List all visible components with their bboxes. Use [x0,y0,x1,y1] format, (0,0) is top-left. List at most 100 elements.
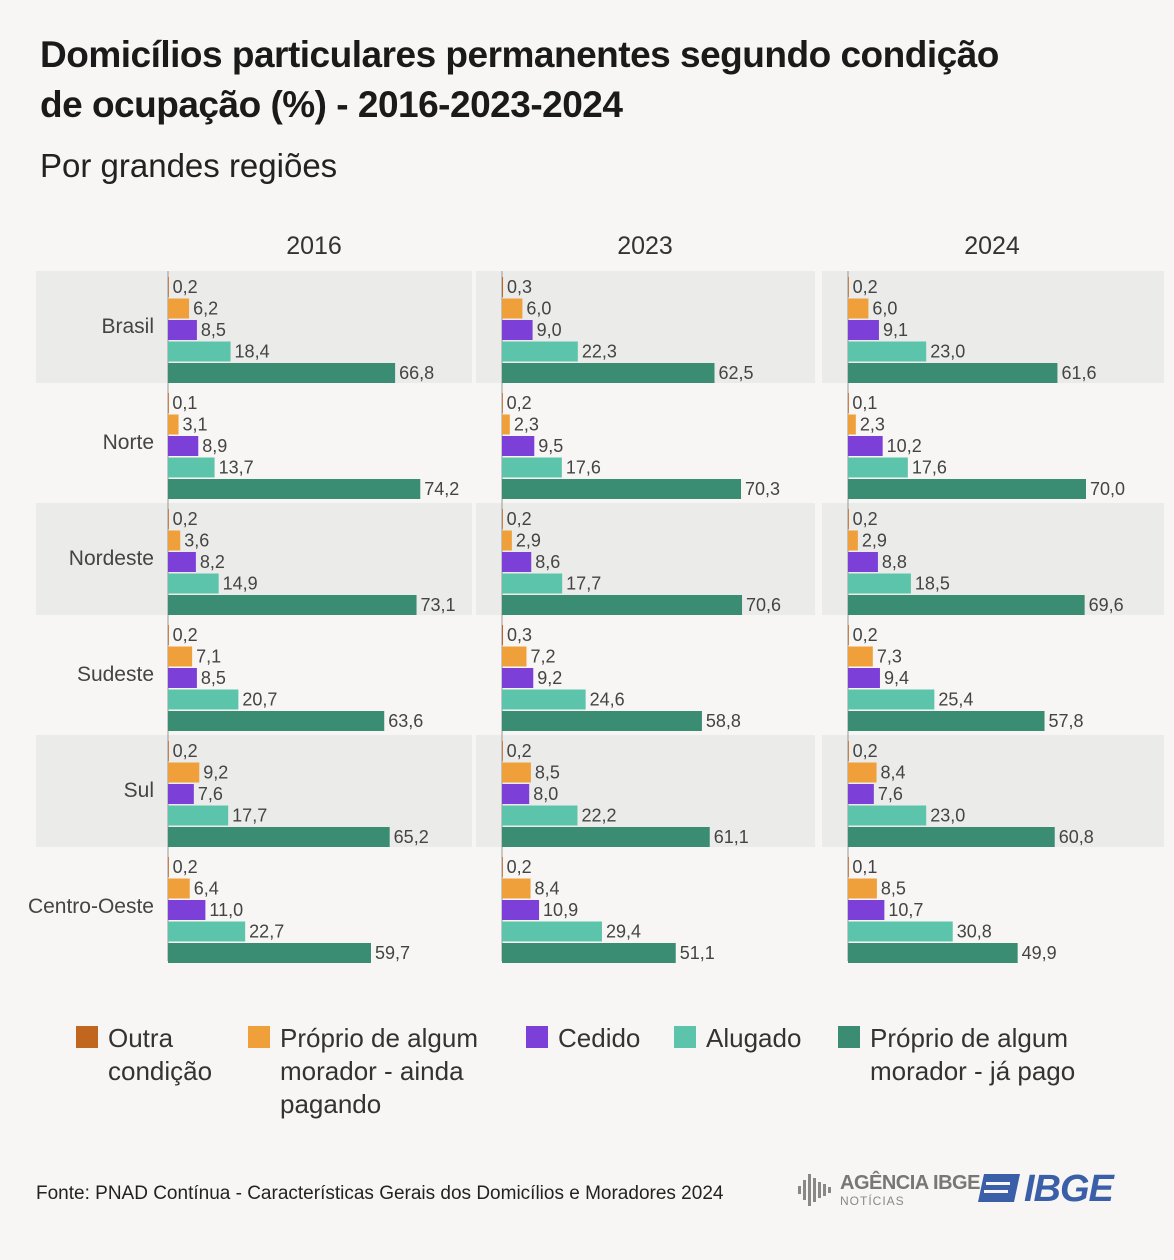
bar [502,509,503,529]
bar-value-label: 60,8 [1059,827,1094,847]
legend-swatch [76,1026,98,1048]
bar-value-label: 9,1 [883,320,908,340]
facet-header-2024: 2024 [964,232,1020,260]
bar [168,741,169,761]
legend-label-line: Próprio de algum [280,1023,478,1053]
agencia-ibge-emblem-icon [798,1174,831,1206]
bar [168,900,206,920]
bar [848,363,1058,383]
legend-label-line: pagando [280,1089,382,1119]
bar [502,625,504,645]
bar-value-label: 22,2 [581,806,616,826]
bar [502,668,534,688]
bar-value-label: 9,4 [884,668,909,688]
bar-value-label: 7,2 [530,647,555,667]
bar [502,595,743,615]
bar-value-label: 0,2 [173,857,198,877]
bar-value-label: 6,0 [872,299,897,319]
bar [168,646,193,667]
legend-label-line: morador - ainda [280,1056,464,1086]
bar [502,414,510,435]
bar [848,436,883,456]
bar-value-label: 8,9 [202,436,227,456]
bar-value-label: 6,4 [194,879,219,899]
bar-value-label: 8,2 [200,552,225,572]
bar [502,878,531,899]
bar-value-label: 17,7 [566,574,601,594]
bar-value-label: 29,4 [606,922,641,942]
bar [168,277,169,297]
bar-value-label: 63,6 [388,711,423,731]
bar-value-label: 14,9 [223,574,258,594]
bar-value-label: 58,8 [706,711,741,731]
bar [168,595,417,615]
bar [848,277,849,297]
bar [848,784,874,804]
bar [502,762,531,783]
bar-value-label: 9,2 [203,763,228,783]
bar-value-label: 9,5 [538,436,563,456]
bar-value-label: 8,8 [882,552,907,572]
bar-value-label: 70,6 [746,595,781,615]
bar [848,509,849,529]
bar [168,436,199,456]
legend-swatch [838,1026,860,1048]
bar [502,363,715,383]
bar-value-label: 66,8 [399,363,434,383]
bar [502,277,504,297]
category-label: Norte [103,431,154,454]
bar-value-label: 61,1 [714,827,749,847]
bar [168,552,196,572]
bar-value-label: 8,0 [533,784,558,804]
bar [168,341,231,362]
bar-value-label: 73,1 [421,595,456,615]
bar [168,530,181,551]
legend-swatch [674,1026,696,1048]
bar [848,762,877,783]
facet-header-2023: 2023 [617,232,673,260]
bar-value-label: 13,7 [219,458,254,478]
bar [502,552,532,572]
bar [848,805,927,826]
bar [502,827,710,847]
bar-value-label: 59,7 [375,943,410,963]
bar [168,393,169,413]
bar [168,457,215,478]
bar-value-label: 0,1 [172,393,197,413]
bar-value-label: 69,6 [1089,595,1124,615]
bar-value-label: 8,5 [201,320,226,340]
bar-value-label: 61,6 [1061,363,1096,383]
bar-value-label: 6,2 [193,299,218,319]
bar [848,711,1045,731]
category-label: Sul [124,779,154,802]
bar [848,878,877,899]
bar [168,668,197,688]
bar [848,298,869,319]
bar-value-label: 2,3 [514,415,539,435]
bar-value-label: 30,8 [957,922,992,942]
bar-value-label: 0,1 [852,393,877,413]
bar [848,827,1055,847]
bar-value-label: 2,9 [516,531,541,551]
agencia-ibge-wordmark: AGÊNCIA IBGE [840,1172,980,1194]
category-label: Brasil [101,315,154,338]
bar [848,479,1086,499]
bar-value-label: 0,2 [173,509,198,529]
legend-label: Próprio de algum morador - ainda pagando [280,1022,478,1121]
bar-value-label: 10,9 [543,900,578,920]
bar [502,393,503,413]
bar-value-label: 17,7 [232,806,267,826]
bar [168,625,169,645]
bar [168,857,169,877]
bar [848,573,911,594]
bar-value-label: 0,1 [852,857,877,877]
bar [502,457,562,478]
ibge-logo: IBGE [976,1168,1136,1212]
legend-label: Cedido [558,1022,640,1055]
bar [168,509,169,529]
agencia-ibge-logo: AGÊNCIA IBGE NOTÍCIAS [796,1170,980,1210]
legend-label-line: condição [108,1056,213,1086]
bar [848,689,935,710]
bar-value-label: 7,3 [877,647,902,667]
bar-value-label: 0,2 [853,509,878,529]
